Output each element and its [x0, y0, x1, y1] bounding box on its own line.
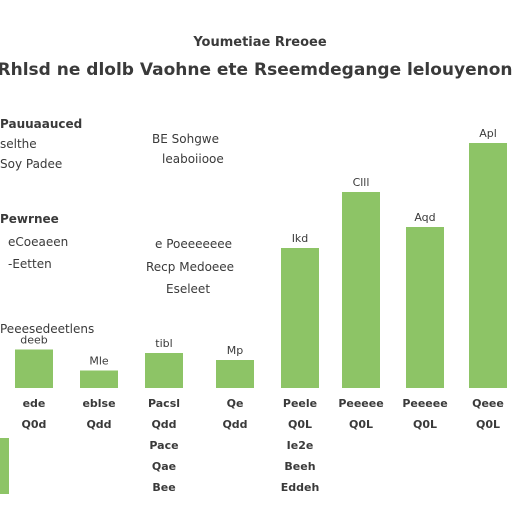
tick-label-8-1: Qeee: [472, 397, 504, 410]
data-label-7: Aqd: [414, 211, 435, 224]
data-label-3: tibl: [155, 337, 172, 350]
annotation-top-left-2: selthe: [0, 137, 37, 151]
tick-labels-group: ede Q0d eblse Qdd Pacsl Qdd Pace Qae Bee Qe Qdd Pee…: [22, 397, 504, 494]
tick-label-2-1: eblse: [82, 397, 115, 410]
bar-7: [406, 227, 444, 388]
tick-label-7-2: Q0L: [413, 418, 437, 431]
tick-label-6-2: Q0L: [349, 418, 373, 431]
edge-bar-fragment: [0, 438, 9, 494]
annotation-low-left-1: Peeesedeetlens: [0, 322, 94, 336]
tick-label-5-3: Ie2e: [287, 439, 314, 452]
annotation-mid-center-1: e Poeeeeeee: [155, 237, 232, 251]
tick-label-1-1: ede: [23, 397, 46, 410]
tick-label-3-2: Qdd: [151, 418, 176, 431]
annotation-mid-center-3: Eseleet: [166, 282, 210, 296]
tick-label-3-3: Pace: [149, 439, 178, 452]
annotation-top-left-1: Pauuaauced: [0, 117, 82, 131]
tick-label-5-1: Peele: [283, 397, 317, 410]
tick-label-5-4: Beeh: [284, 460, 315, 473]
tick-label-3-1: Pacsl: [148, 397, 180, 410]
data-label-2: Mle: [89, 355, 109, 368]
tick-label-4-1: Qe: [227, 397, 244, 410]
tick-label-5-5: Eddeh: [281, 481, 320, 494]
data-label-6: Clll: [353, 176, 370, 189]
bar-1: [15, 349, 53, 388]
annotation-mid-left-2: eCoeaeen: [8, 235, 68, 249]
bar-8: [469, 143, 507, 388]
annotation-top-center-1: BE Sohgwe: [152, 132, 219, 146]
tick-label-3-5: Bee: [152, 481, 175, 494]
bar-2: [80, 370, 118, 388]
annotation-top-left-3: Soy Padee: [0, 157, 62, 171]
bar-6: [342, 192, 380, 388]
annotation-top-center-2: leaboiiooe: [162, 152, 224, 166]
annotation-mid-center-2: Recp Medoeee: [146, 260, 234, 274]
data-label-5: Ikd: [292, 232, 309, 245]
data-label-1: deeb: [20, 334, 48, 347]
tick-label-7-1: Peeeee: [402, 397, 447, 410]
chart-title: Youmetiae Rreoee: [192, 35, 327, 50]
annotation-mid-left-1: Pewrnee: [0, 212, 59, 226]
tick-label-3-4: Qae: [152, 460, 176, 473]
data-labels-group: deeb Mle tibl Mp Ikd Clll Aqd Apl: [20, 127, 497, 368]
data-label-4: Mp: [227, 344, 243, 357]
tick-label-4-2: Qdd: [222, 418, 247, 431]
tick-label-1-2: Q0d: [22, 418, 47, 431]
tick-label-2-2: Qdd: [86, 418, 111, 431]
annotation-mid-left-3: -Eetten: [8, 257, 52, 271]
bar-5: [281, 248, 319, 388]
bar-4: [216, 360, 254, 388]
tick-label-5-2: Q0L: [288, 418, 312, 431]
data-label-8: Apl: [479, 127, 497, 140]
bars-group: [0, 143, 507, 494]
tick-label-6-1: Peeeee: [338, 397, 383, 410]
tick-label-8-2: Q0L: [476, 418, 500, 431]
chart-subtitle: Rhlsd ne dlolb Vaohne ete Rseemdegange l…: [0, 60, 512, 80]
bar-3: [145, 353, 183, 388]
